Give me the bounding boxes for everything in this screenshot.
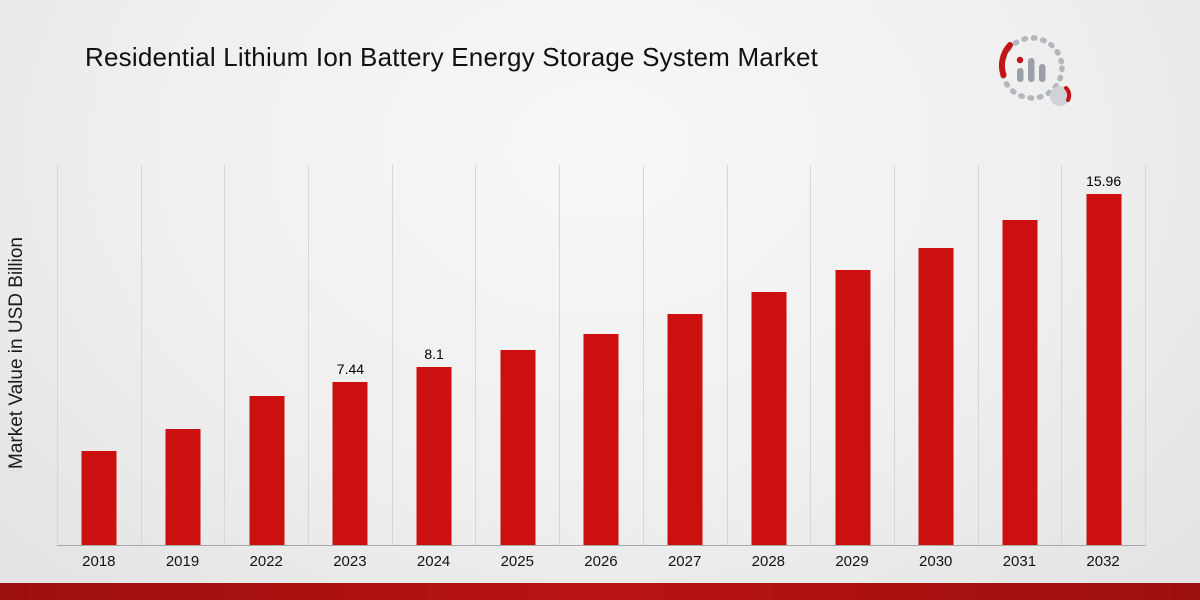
bar-value-label: 15.96 [1086,173,1122,190]
bar-2024 [416,367,452,545]
x-tick-label: 2032 [1086,553,1120,570]
bar-2018 [81,450,117,545]
x-tick-label: 2027 [667,553,702,570]
plot-cell [642,165,727,545]
x-tick-label: 2029 [835,553,869,570]
market-research-magnifier-chart-icon [998,35,1072,106]
plot-cell [810,165,894,545]
bar-value-label: 7.44 [336,360,365,377]
plot-cell [726,165,811,545]
bar-2029 [835,270,871,545]
x-tick-label: 2023 [333,553,367,570]
plot-area: 7.44 8.1 15.96 [57,165,1146,546]
footer-accent-bar [0,583,1200,600]
bar-2022 [249,395,285,545]
plot-cell [475,165,559,545]
x-tick-label: 2018 [82,553,116,570]
x-tick-label: 2024 [416,553,451,570]
bar-2030 [918,248,954,545]
plot-cell [977,165,1062,545]
bar-2031 [1002,219,1038,545]
x-axis: 2018 2019 2022 2023 2024 2025 2026 2027 2028 2029… [57,553,1145,570]
bar-2025 [500,349,536,545]
plot-cell [893,165,978,545]
plot-cell [57,165,141,545]
x-tick-label: 2028 [751,553,786,570]
chart-title: Residential Lithium Ion Battery Energy S… [85,42,819,72]
bar-2026 [583,334,619,545]
plot-cell [140,165,225,545]
bar-value-label: 8.1 [424,346,444,363]
plot-cell: 8.1 [391,165,476,545]
x-tick-label: 2025 [500,553,534,570]
x-tick-label: 2030 [919,553,953,570]
bar-2019 [165,428,201,545]
bar-2023 [332,381,368,545]
y-axis-label: Market Value in USD Billion [6,237,27,469]
bar-2032 [1086,194,1122,545]
plot-cell: 15.96 [1061,165,1145,545]
x-tick-label: 2022 [249,553,283,570]
x-tick-label: 2026 [584,553,618,570]
plot-cell: 7.44 [308,165,392,545]
x-tick-label: 2031 [1002,553,1037,570]
plot-cell [224,165,308,545]
plot-cell [559,165,643,545]
bar-2028 [751,292,787,545]
bar-2027 [667,314,703,545]
x-tick-label: 2019 [165,553,200,570]
brand-logo [990,30,1082,114]
